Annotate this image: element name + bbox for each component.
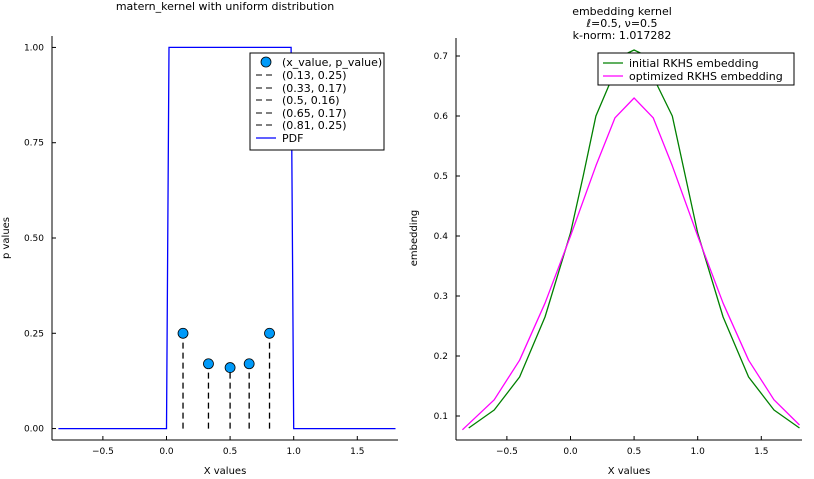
right-panel: embedding kernel ℓ=0.5, ν=0.5 k-norm: 1.… — [409, 5, 802, 477]
legend-label-pdf: PDF — [282, 132, 303, 145]
right-y-tick-label: 0.6 — [434, 112, 449, 122]
left-y-label: p values — [1, 217, 12, 259]
right-x-label: X values — [608, 466, 651, 477]
data-point-3 — [224, 362, 236, 373]
left-y-tick-label: 0.50 — [24, 234, 44, 244]
data-point-2 — [203, 358, 214, 370]
right-x-tick-label: −0.5 — [496, 447, 518, 457]
right-y-tick-label: 0.4 — [434, 232, 449, 242]
right-y-tick-label: 0.3 — [434, 292, 448, 302]
legend-label-initial: initial RKHS embedding — [629, 57, 759, 70]
right-x-tick-label: 1.0 — [691, 447, 706, 457]
legend-marker-points — [260, 56, 272, 68]
left-y-tick-label: 0.75 — [24, 139, 44, 149]
right-y-label: embedding — [409, 210, 420, 267]
left-x-tick-label: 0.5 — [223, 447, 237, 457]
right-y-tick-label: 0.2 — [434, 352, 448, 362]
right-chart-title-line-2: ℓ=0.5, ν=0.5 — [585, 17, 657, 30]
legend-label-points: (x_value, p_value) — [282, 56, 382, 69]
right-x-tick-label: 0.0 — [563, 447, 578, 457]
left-x-tick-label: −0.5 — [92, 447, 114, 457]
left-legend: (x_value, p_value) (0.13, 0.25) (0.33, 0… — [249, 52, 385, 151]
right-x-tick-label: 0.5 — [627, 447, 641, 457]
right-legend: initial RKHS embedding optimized RKHS em… — [597, 52, 795, 86]
right-legend-box — [597, 52, 795, 86]
data-point-5 — [264, 327, 275, 339]
left-chart-title: matern_kernel with uniform distribution — [116, 0, 334, 13]
right-chart-title-line-3: k-norm: 1.017282 — [573, 29, 672, 42]
initial-embedding-line — [468, 49, 800, 429]
right-y-tick-label: 0.5 — [434, 172, 448, 182]
right-y-tick-label: 0.1 — [434, 412, 448, 422]
right-chart-title-line-1: embedding kernel — [572, 5, 672, 18]
left-y-tick-label: 0.00 — [24, 425, 44, 435]
legend-label-stem-2: (0.33, 0.17) — [282, 82, 347, 95]
pdf-line — [58, 46, 396, 430]
left-x-tick-label: 1.5 — [350, 447, 364, 457]
legend-label-stem-1: (0.13, 0.25) — [282, 69, 347, 82]
left-x-label: X values — [204, 466, 247, 477]
left-legend-box — [249, 52, 385, 151]
legend-label-stem-3: (0.5, 0.16) — [282, 94, 340, 107]
data-point-1 — [177, 327, 189, 339]
right-y-tick-label: 0.7 — [434, 52, 448, 62]
left-x-tick-label: 1.0 — [287, 447, 302, 457]
data-point-4 — [243, 358, 255, 370]
optimized-embedding-line — [461, 97, 800, 431]
legend-label-stem-4: (0.65, 0.17) — [282, 107, 347, 120]
left-y-tick-label: 1.00 — [24, 43, 44, 53]
left-x-tick-label: 0.0 — [159, 447, 174, 457]
left-y-tick-label: 0.25 — [24, 329, 44, 339]
left-panel: matern_kernel with uniform distribution … — [1, 0, 398, 477]
right-x-tick-label: 1.5 — [754, 447, 768, 457]
legend-label-stem-5: (0.81, 0.25) — [282, 119, 347, 132]
legend-label-optimized: optimized RKHS embedding — [629, 70, 783, 83]
